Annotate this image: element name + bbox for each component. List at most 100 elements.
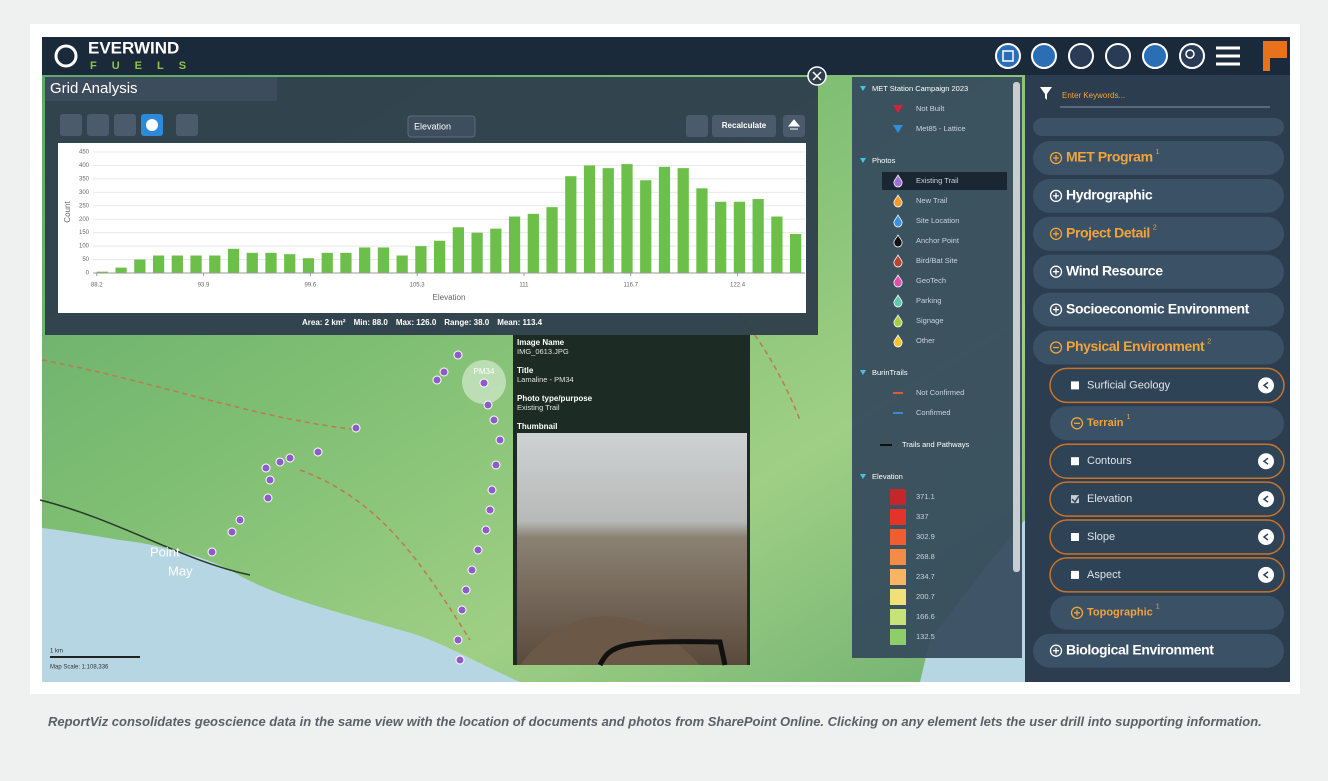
legend-label: 371.1 [916,492,935,501]
photo-point[interactable] [467,565,477,575]
bar [602,168,614,273]
bar [677,168,689,273]
photo-point[interactable] [265,475,275,485]
legend-symbol [893,174,903,188]
photo-point[interactable] [489,415,499,425]
field-label: Title [517,366,534,375]
layer-row[interactable] [1033,633,1284,668]
layer-row[interactable] [1049,557,1285,593]
tool-button[interactable] [686,115,708,137]
photo-point[interactable] [275,457,285,467]
layer-row[interactable] [1050,406,1284,441]
group-toggle[interactable] [860,474,866,479]
tool-button[interactable] [1142,43,1168,69]
group-toggle[interactable] [860,370,866,375]
menu-button[interactable] [1216,46,1240,66]
recalculate-button[interactable] [712,115,776,137]
layer-row[interactable] [1033,178,1284,213]
bar [640,180,652,273]
expand-button[interactable] [1258,529,1274,545]
tool-button[interactable] [1179,43,1205,69]
layer-label: Contours [1087,455,1132,467]
checkbox[interactable] [1071,457,1079,466]
photo-points[interactable] [207,350,505,665]
layer-row[interactable] [1049,367,1285,404]
checkbox[interactable] [1071,495,1079,504]
layer-row[interactable] [1049,519,1285,555]
expand-button[interactable] [1258,453,1274,470]
scale-bar-label: 1 km [50,649,63,655]
layer-row[interactable] [1033,330,1284,365]
photo-point[interactable] [453,350,463,360]
bar [134,259,146,273]
photo-point[interactable] [285,453,295,463]
toggle-icon[interactable] [1049,189,1063,203]
tool-button[interactable] [1031,43,1057,69]
photo-point[interactable] [432,375,442,385]
tool-button[interactable] [176,114,198,136]
tool-button[interactable] [1068,43,1094,69]
expand-button[interactable] [1258,566,1274,583]
icon [787,119,801,130]
layer-select[interactable] [407,115,476,138]
tool-button[interactable] [995,43,1021,69]
legend-label: 234.7 [916,572,935,581]
scrollbar[interactable] [1013,82,1020,572]
photo-point[interactable] [207,547,217,557]
photo-point[interactable] [453,635,463,645]
photo-point[interactable] [487,485,497,495]
toggle-icon[interactable] [1070,417,1084,430]
y-tick-label: 350 [79,176,90,182]
photo-point[interactable] [457,605,467,615]
toggle-icon[interactable] [1049,644,1063,657]
photo-point[interactable] [485,505,495,515]
photo-point[interactable] [235,515,245,525]
bar [396,255,408,273]
photo-point[interactable] [461,585,471,595]
photo-point[interactable] [495,435,505,445]
toggle-icon[interactable] [1049,151,1063,165]
layer-row[interactable] [1033,292,1284,327]
tool-button[interactable] [1105,43,1131,69]
photo-point[interactable] [351,423,361,433]
search-input[interactable]: Enter Keywords... [1062,91,1125,100]
y-axis-label: Count [63,201,72,223]
expand-button[interactable] [1258,491,1274,508]
photo-point[interactable] [263,493,273,503]
toggle-icon[interactable] [1049,265,1063,278]
photo-point[interactable] [483,400,493,410]
group-toggle[interactable] [860,86,866,91]
photo-point[interactable] [313,447,323,457]
toggle-icon[interactable] [1070,606,1084,619]
layer-row[interactable] [1049,443,1285,479]
expand-button[interactable] [1258,377,1274,394]
photo-point[interactable] [491,460,501,470]
photo-point[interactable] [473,545,483,555]
checkbox[interactable] [1071,533,1079,541]
layer-row[interactable] [1033,254,1284,289]
photo-point[interactable] [439,367,449,377]
layer-row[interactable] [1050,595,1284,630]
checkbox[interactable] [1071,381,1079,390]
bar [434,240,446,273]
layer-row[interactable] [1049,481,1285,517]
group-toggle[interactable] [860,158,866,163]
checkbox[interactable] [1071,570,1079,579]
toggle-icon[interactable] [1049,341,1063,354]
toggle-icon[interactable] [1049,303,1063,316]
bar [152,255,165,273]
photo-point[interactable] [227,527,237,537]
legend-label: Anchor Point [916,236,960,245]
tool-button[interactable] [114,114,136,136]
bar [771,216,783,273]
tool-button[interactable] [87,114,109,136]
layer-row[interactable] [1033,141,1284,175]
photo-point[interactable] [479,378,489,388]
toggle-icon[interactable] [1049,227,1063,240]
layer-row[interactable] [1033,216,1284,251]
photo-point[interactable] [481,525,491,535]
field-value: IMG_0613.JPG [517,347,569,356]
tool-button[interactable] [60,114,82,136]
photo-point[interactable] [455,655,465,665]
photo-point[interactable] [261,463,271,473]
